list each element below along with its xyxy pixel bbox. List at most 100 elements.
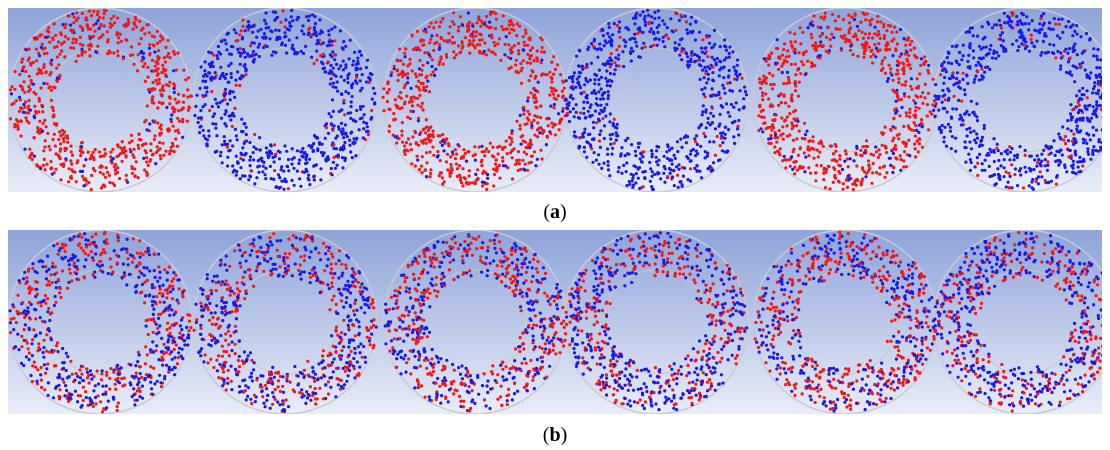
particle (764, 92, 767, 95)
particle (46, 297, 49, 300)
particle (610, 41, 613, 44)
particle (312, 142, 315, 145)
particle (10, 85, 13, 88)
particle (46, 29, 49, 32)
particle (174, 98, 177, 101)
particle (79, 376, 82, 379)
particle (116, 143, 119, 146)
particle (269, 165, 272, 168)
particle (507, 43, 510, 46)
particle (1027, 22, 1030, 25)
particle (70, 175, 73, 178)
particle (416, 155, 419, 158)
particle (75, 41, 78, 44)
particle (75, 266, 78, 269)
particle (583, 131, 586, 134)
particle (1045, 51, 1048, 54)
particle (921, 146, 924, 149)
particle (468, 174, 471, 177)
particle (28, 75, 31, 78)
particle (350, 131, 353, 134)
particle (106, 171, 109, 174)
particle (278, 29, 281, 32)
particle (676, 140, 679, 143)
particle (40, 46, 43, 49)
particle (706, 55, 709, 58)
particle (416, 30, 419, 33)
particle (678, 43, 681, 46)
particle (620, 146, 623, 149)
particle (210, 79, 213, 82)
particle (868, 46, 871, 49)
particle (862, 145, 865, 148)
particle (820, 164, 823, 167)
particle (488, 21, 491, 24)
particle (429, 168, 432, 171)
particle (54, 281, 57, 284)
particle (805, 130, 808, 133)
particle (45, 333, 48, 336)
particle (223, 135, 226, 138)
particle (168, 326, 171, 329)
particle (975, 64, 978, 67)
particle (533, 59, 536, 62)
particle (188, 320, 191, 323)
particle (339, 64, 342, 67)
particle (262, 165, 265, 168)
particle (425, 151, 428, 154)
particle (1011, 43, 1014, 46)
particle (526, 169, 529, 172)
particle (837, 180, 840, 183)
particle (455, 162, 458, 165)
particle (1072, 163, 1075, 166)
particle (171, 142, 174, 145)
particle (595, 159, 598, 162)
particle (653, 17, 656, 20)
particle (481, 22, 484, 25)
particle (558, 122, 561, 125)
particle (713, 29, 716, 32)
particle (418, 48, 421, 51)
particle (61, 269, 64, 272)
particle (719, 144, 722, 147)
particle (498, 177, 501, 180)
particle (138, 387, 141, 390)
particle (785, 82, 788, 85)
particle (610, 52, 613, 55)
particle (235, 134, 238, 137)
particle (132, 237, 135, 240)
particle (240, 29, 243, 32)
particle (156, 327, 159, 330)
particle (872, 162, 875, 165)
particle (913, 121, 916, 124)
particle (425, 161, 428, 164)
particle (308, 144, 311, 147)
particle (955, 61, 958, 64)
particle (490, 33, 493, 36)
particle (910, 88, 913, 91)
particle (487, 48, 490, 51)
particle (397, 79, 400, 82)
particle (322, 53, 325, 56)
particle (723, 65, 726, 68)
particle (206, 75, 209, 78)
particle (83, 164, 86, 167)
particle (249, 164, 252, 167)
particle (264, 173, 267, 176)
particle (974, 165, 977, 168)
particle (611, 33, 614, 36)
particle (867, 169, 870, 172)
particle (603, 107, 606, 110)
particle (976, 35, 979, 38)
particle (135, 25, 138, 28)
particle (1086, 147, 1089, 150)
particle (123, 150, 126, 153)
particle (138, 353, 141, 356)
particle (592, 126, 595, 129)
particle (245, 140, 248, 143)
particle (591, 114, 594, 117)
particle (1054, 154, 1057, 157)
particle (290, 15, 293, 18)
particle (775, 47, 778, 50)
particle (129, 54, 132, 57)
